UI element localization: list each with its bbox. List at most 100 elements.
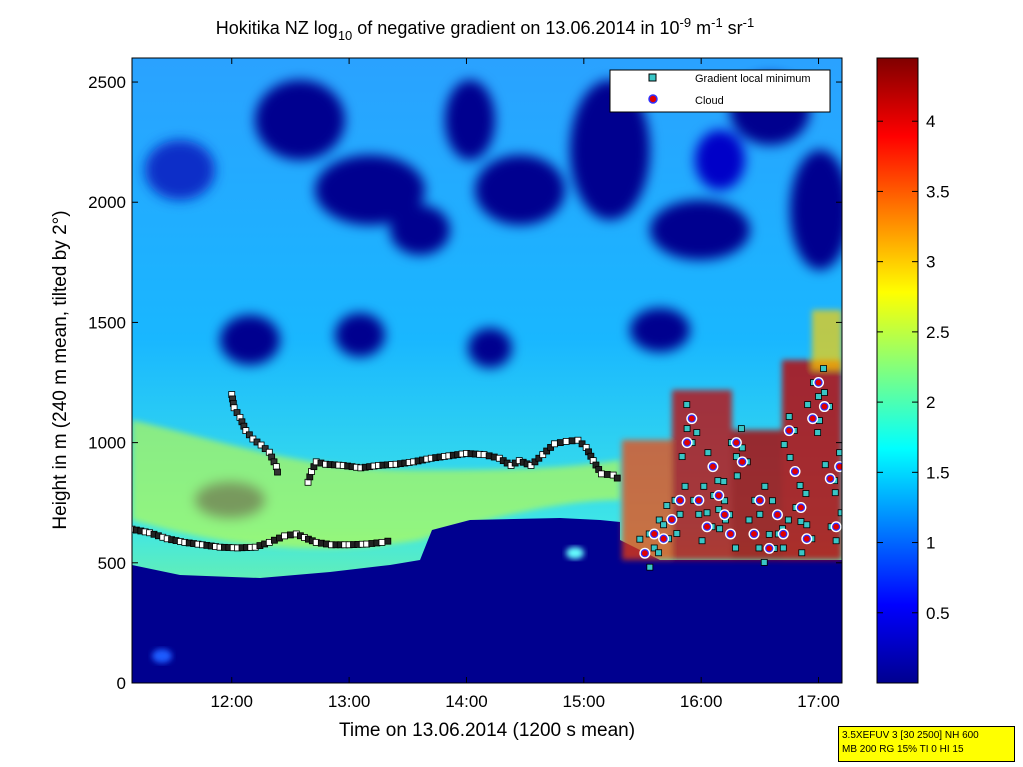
- legend: Gradient local minimum Cloud: [609, 69, 831, 113]
- gradient-min-marker: [527, 462, 535, 469]
- gradient-min-marker: [683, 425, 691, 433]
- gradient-min-marker: [832, 537, 840, 545]
- gradient-min-marker: [261, 445, 269, 453]
- gradient-min-marker: [796, 482, 804, 489]
- cloud-marker: [779, 529, 788, 539]
- markers-layer: [132, 365, 842, 571]
- gradient-min-marker: [384, 537, 392, 545]
- gradient-min-marker: [821, 461, 829, 469]
- gradient-min-marker: [663, 502, 671, 509]
- colorbar: 0.5 1 1.5 2 2.5 3 3.5 4: [876, 57, 950, 684]
- gradient-min-marker: [646, 563, 654, 571]
- gradient-min-marker: [543, 447, 551, 455]
- colorbar-tick-label: 0.5: [926, 604, 950, 623]
- gradient-min-marker: [676, 510, 684, 518]
- gradient-min-marker: [841, 463, 842, 471]
- gradient-min-marker: [714, 477, 722, 485]
- x-axis-label: Time on 13.06.2014 (1200 s mean): [339, 720, 635, 741]
- cloud-marker: [773, 510, 782, 519]
- cloud-marker: [755, 496, 764, 505]
- gradient-min-marker: [245, 431, 253, 439]
- legend-marker-gradient-min: [648, 73, 657, 82]
- cloud-marker: [765, 544, 774, 553]
- x-axis-ticks: 12:00 13:00 14:00 15:00 16:00 17:00: [210, 58, 840, 711]
- colorbar-tick-label: 4: [926, 112, 935, 131]
- x-tick-label: 12:00: [210, 692, 253, 711]
- gradient-min-marker: [531, 458, 539, 466]
- gradient-min-marker: [562, 438, 570, 445]
- cloud-marker: [785, 426, 794, 435]
- gradient-min-marker: [720, 478, 728, 485]
- gradient-min-marker: [568, 437, 576, 445]
- cloud-marker: [687, 414, 696, 423]
- gradient-min-marker: [274, 468, 281, 476]
- gradient-min-marker: [257, 441, 265, 449]
- cloud-marker: [814, 378, 823, 387]
- gradient-min-marker: [779, 544, 787, 552]
- gradient-min-marker: [695, 510, 703, 518]
- cloud-marker: [720, 510, 729, 519]
- info-line-2: MB 200 RG 15% TI 0 HI 15: [842, 744, 964, 755]
- gradient-min-marker: [613, 474, 621, 482]
- colorbar-tick-label: 2.5: [926, 323, 950, 342]
- x-tick-label: 13:00: [328, 692, 371, 711]
- gradient-min-marker: [732, 544, 739, 552]
- cloud-marker: [682, 438, 692, 447]
- colorbar-tick-label: 1.5: [926, 463, 950, 482]
- gradient-min-marker: [578, 440, 586, 448]
- gradient-min-marker: [655, 516, 663, 524]
- cloud-marker: [796, 503, 806, 512]
- gradient-min-marker: [820, 389, 828, 396]
- gradient-min-marker: [784, 516, 792, 524]
- gradient-min-marker: [786, 454, 794, 461]
- y-axis-label: Height in m (240 m mean, tilted by 2°): [50, 210, 71, 529]
- colorbar-tick-label: 3.5: [926, 182, 950, 201]
- gradient-min-marker: [242, 427, 250, 434]
- gradient-min-marker: [803, 521, 811, 529]
- gradient-min-marker: [715, 506, 723, 513]
- gradient-min-marker: [760, 558, 768, 566]
- y-axis-ticks: 0 500 1000 1500 2000 2500: [88, 73, 842, 693]
- cloud-marker: [835, 462, 842, 471]
- cloud-marker: [640, 549, 649, 558]
- cloud-marker: [726, 529, 735, 539]
- gradient-min-marker: [738, 444, 746, 452]
- gradient-min-marker: [755, 544, 763, 552]
- info-line-1: 3.5XEFUV 3 [30 2500] NH 600: [842, 730, 979, 741]
- gradient-min-marker: [732, 453, 740, 461]
- gradient-min-marker: [660, 521, 668, 529]
- cloud-marker: [714, 491, 723, 500]
- gradient-min-marker: [683, 401, 691, 408]
- info-box: 3.5XEFUV 3 [30 2500] NH 600 MB 200 RG 15…: [838, 726, 1015, 762]
- cloud-marker: [738, 457, 747, 466]
- gradient-min-marker: [598, 470, 605, 478]
- y-tick-label: 0: [117, 674, 126, 693]
- gradient-min-marker: [636, 535, 644, 543]
- cloud-marker: [708, 462, 718, 471]
- legend-label-gradient-min: Gradient local minimum: [695, 73, 811, 85]
- y-tick-label: 2500: [88, 73, 126, 92]
- cloud-marker: [702, 522, 712, 531]
- gradient-min-marker: [650, 544, 658, 552]
- gradient-min-marker: [716, 525, 724, 533]
- gradient-min-marker: [804, 401, 812, 408]
- gradient-min-marker: [693, 429, 701, 436]
- chart-title: Hokitika NZ log10 of negative gradient o…: [216, 15, 754, 43]
- gradient-min-marker: [551, 440, 558, 448]
- gradient-min-marker: [745, 516, 753, 524]
- gradient-min-marker: [780, 441, 788, 448]
- gradient-min-marker: [733, 472, 741, 480]
- gradient-min-marker: [737, 425, 745, 433]
- x-tick-label: 15:00: [563, 692, 606, 711]
- gradient-min-marker: [765, 530, 773, 538]
- cloud-marker: [675, 496, 685, 505]
- cloud-marker: [790, 467, 800, 476]
- cloud-marker: [667, 515, 676, 524]
- gradient-min-marker: [785, 413, 793, 420]
- cloud-marker: [832, 522, 841, 531]
- legend-label-cloud: Cloud: [695, 95, 724, 107]
- gradient-min-marker: [756, 510, 764, 518]
- gradient-min-marker: [539, 451, 547, 459]
- gradient-min-marker: [769, 497, 776, 505]
